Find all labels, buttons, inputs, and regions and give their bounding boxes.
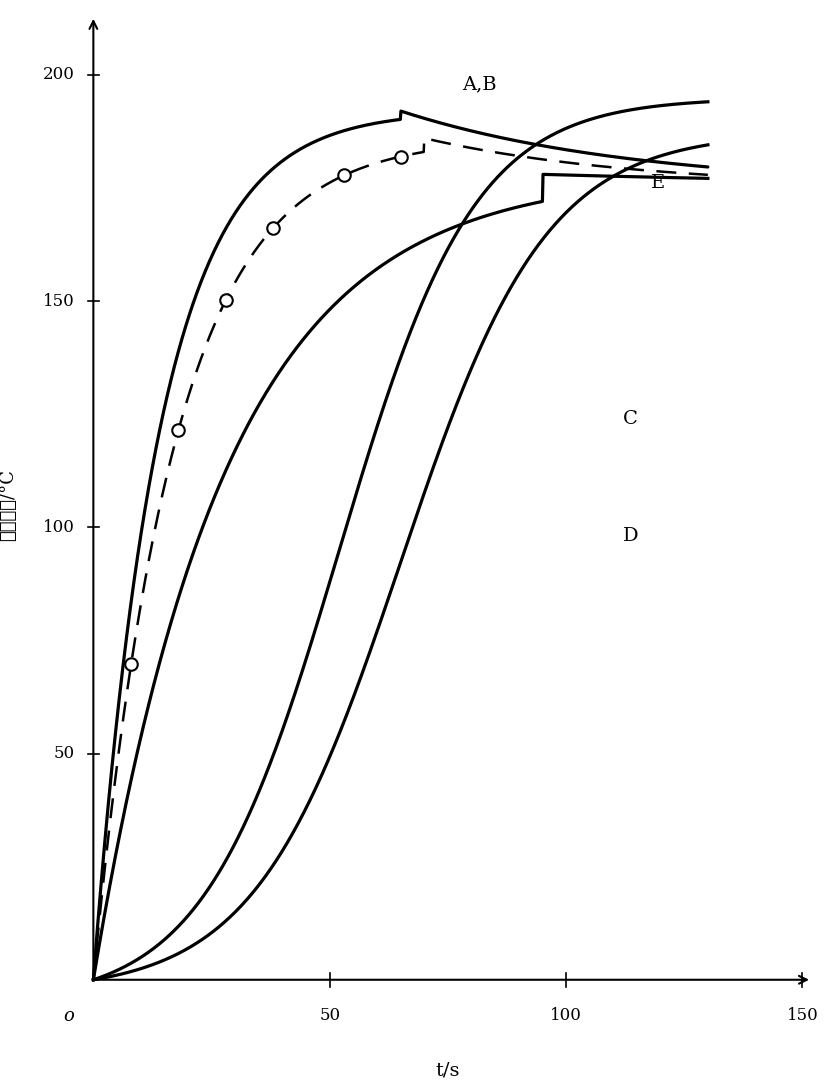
Text: 150: 150 (42, 293, 74, 309)
Text: 起动温升/°C: 起动温升/°C (0, 469, 17, 540)
Text: 100: 100 (550, 1006, 582, 1024)
Text: 50: 50 (319, 1006, 340, 1024)
Text: D: D (623, 528, 638, 546)
Text: o: o (63, 1006, 74, 1025)
Text: C: C (623, 410, 638, 428)
Text: 150: 150 (786, 1006, 818, 1024)
Text: t/s: t/s (436, 1062, 460, 1079)
Text: 50: 50 (53, 745, 74, 762)
Text: A,B: A,B (462, 75, 496, 93)
Text: E: E (651, 174, 666, 192)
Text: 100: 100 (42, 519, 74, 536)
Text: 200: 200 (42, 66, 74, 83)
